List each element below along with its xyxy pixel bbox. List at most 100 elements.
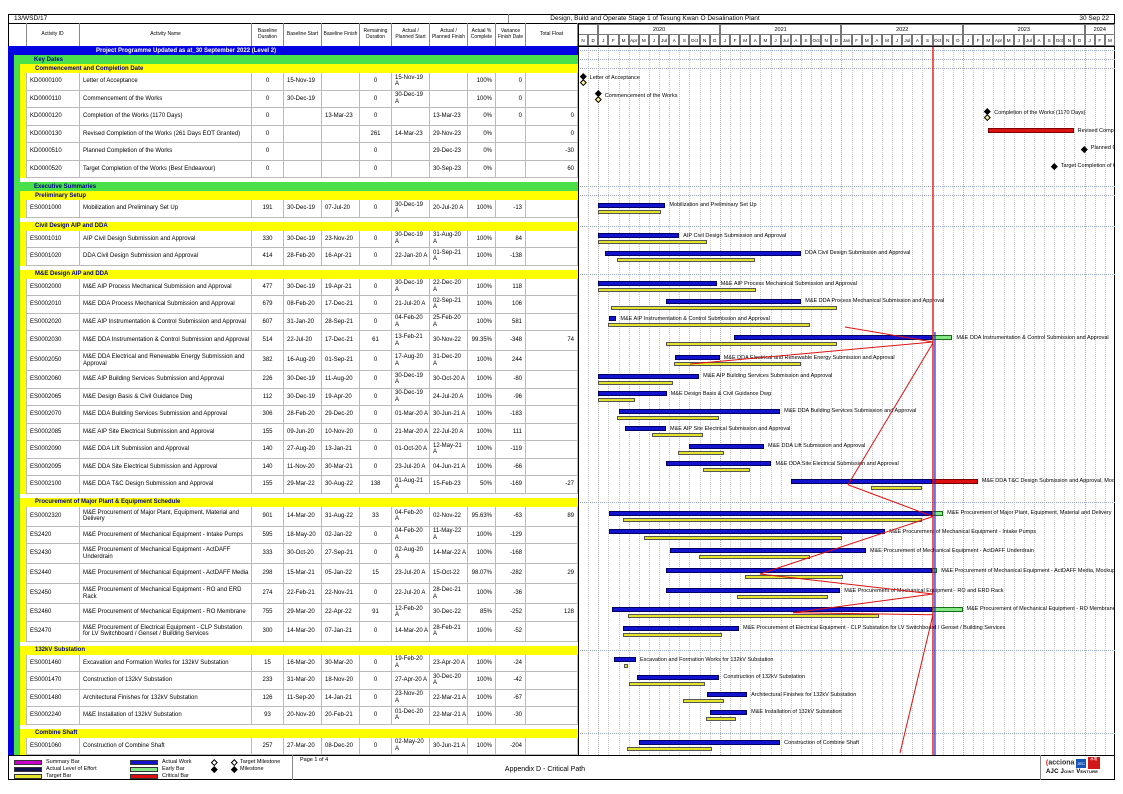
month-gridline bbox=[588, 46, 590, 755]
table-cell bbox=[526, 689, 578, 707]
gantt-bar-actual bbox=[665, 298, 802, 304]
activity-id-cell: ES0002085 bbox=[26, 423, 80, 441]
table-cell: M&E AIP Process Mechanical Submission an… bbox=[80, 278, 252, 296]
gantt-bar-actual bbox=[625, 426, 667, 432]
table-cell: 07-Jan-21 bbox=[322, 621, 360, 642]
table-cell: Target Completion of the Works (Best End… bbox=[80, 160, 252, 178]
table-cell bbox=[526, 672, 578, 690]
table-cell: 18-May-20 bbox=[284, 526, 322, 544]
legend-label: Critical Bar bbox=[162, 773, 189, 779]
gantt-bar-target bbox=[597, 288, 757, 293]
table-cell: -96 bbox=[496, 388, 526, 406]
table-cell: M&E DDA Electrical and Renewable Energy … bbox=[80, 351, 252, 371]
table-cell: 118 bbox=[496, 278, 526, 296]
gantt-bar-label: M&E Procurement of Mechanical Equipment … bbox=[844, 587, 1004, 594]
table-cell: 330 bbox=[252, 230, 284, 248]
table-cell: -63 bbox=[496, 506, 526, 527]
timeline-month: D bbox=[1074, 34, 1085, 46]
gantt-bar-label: M&E Procurement of Mechanical Equipment … bbox=[889, 528, 1037, 535]
table-cell: 0 bbox=[360, 388, 392, 406]
table-cell: 31-Aug-22 bbox=[322, 506, 360, 527]
table-cell bbox=[526, 707, 578, 725]
table-cell: -183 bbox=[496, 406, 526, 424]
wbs-strip-blue bbox=[8, 55, 14, 755]
table-cell: 02-May-20 A bbox=[392, 737, 430, 755]
table-cell: -52 bbox=[496, 621, 526, 642]
wbs-strip-green bbox=[14, 64, 20, 755]
activity-id-cell: ES0001000 bbox=[26, 200, 80, 218]
gantt-bar-label: Target Completion of the Works (Best End… bbox=[1060, 162, 1115, 169]
timeline-month: J bbox=[598, 34, 609, 46]
month-gridline bbox=[942, 46, 944, 755]
gantt-bar-label: Planned Completion of the Works bbox=[1090, 145, 1115, 152]
table-cell: 30-Oct-20 bbox=[284, 544, 322, 564]
gantt-bar-label: Completion of the Works (1170 Days) bbox=[994, 110, 1086, 117]
table-cell: M&E Design Basis & Civil Guidance Dwg bbox=[80, 388, 252, 406]
month-gridline bbox=[1044, 46, 1046, 755]
gantt-bar-target bbox=[674, 362, 801, 366]
table-cell: 01-Dec-20 A bbox=[392, 707, 430, 725]
month-gridline bbox=[1023, 46, 1025, 755]
acciona-mark-icon: ⟮ bbox=[1046, 759, 1049, 767]
gantt-bar-label: M&E DDA Process Mechanical Submission an… bbox=[805, 298, 945, 305]
timeline-month: A bbox=[1033, 34, 1045, 46]
table-cell: -252 bbox=[496, 604, 526, 622]
gantt-bar-target bbox=[871, 485, 922, 490]
table-cell: 100% bbox=[468, 371, 496, 389]
month-gridline bbox=[669, 46, 671, 755]
activity-id-cell: ES0002070 bbox=[26, 406, 80, 424]
timeline-month: J bbox=[648, 34, 660, 46]
table-cell: 30-Oct-20 A bbox=[430, 371, 468, 389]
table-cell: -138 bbox=[496, 248, 526, 266]
timeline-month: M bbox=[983, 34, 994, 46]
table-cell: 30-Sep-23 bbox=[430, 160, 468, 178]
month-gridline bbox=[1104, 46, 1106, 755]
table-cell: 514 bbox=[252, 331, 284, 351]
table-cell: 27-Aug-20 bbox=[284, 441, 322, 459]
gantt-bar-actual bbox=[674, 355, 720, 360]
table-cell: 138 bbox=[360, 476, 392, 494]
table-cell: 333 bbox=[252, 544, 284, 564]
timeline-year: 2023 bbox=[963, 24, 1085, 34]
table-cell: 0% bbox=[468, 125, 496, 143]
acciona-logo: ⟮acciona bbox=[1046, 759, 1075, 767]
table-cell: 581 bbox=[496, 313, 526, 331]
month-gridline bbox=[1033, 46, 1035, 755]
table-cell: 100% bbox=[468, 423, 496, 441]
table-cell: 22-Feb-21 bbox=[284, 584, 322, 604]
table-cell bbox=[284, 160, 322, 178]
timeline-month: Oct bbox=[689, 34, 700, 46]
table-cell: 0 bbox=[360, 351, 392, 371]
table-cell bbox=[526, 296, 578, 314]
timeline-month: M bbox=[1104, 34, 1115, 46]
month-gridline bbox=[709, 46, 711, 755]
table-cell: 28-Feb-20 bbox=[284, 248, 322, 266]
table-cell: M&E Procurement of Mechanical Equipment … bbox=[80, 604, 252, 622]
section-band: Executive Summaries bbox=[14, 182, 578, 191]
table-cell: M&E DDA Site Electrical Submission and A… bbox=[80, 458, 252, 476]
legend-label: Actual Level of Effort bbox=[46, 766, 97, 772]
table-cell: 22-Jul-20 A bbox=[430, 423, 468, 441]
timeline-month: J bbox=[1013, 34, 1024, 46]
timeline-month: Apr bbox=[628, 34, 639, 46]
table-cell: 27-Apr-20 A bbox=[392, 672, 430, 690]
table-cell: 19-Feb-20 A bbox=[392, 654, 430, 672]
timeline-month: Oct bbox=[811, 34, 822, 46]
gantt-bar-early bbox=[932, 510, 944, 516]
month-gridline bbox=[740, 46, 742, 755]
month-gridline bbox=[770, 46, 772, 755]
table-cell: Construction of Combine Shaft bbox=[80, 737, 252, 755]
table-cell: 31-Dec-20 A bbox=[430, 351, 468, 371]
table-cell: 112 bbox=[252, 388, 284, 406]
table-cell: 300 bbox=[252, 621, 284, 642]
table-cell: 0 bbox=[360, 423, 392, 441]
table-cell: 100% bbox=[468, 707, 496, 725]
table-cell: Planned Completion of the Works bbox=[80, 143, 252, 161]
table-cell: 30-Dec-19 bbox=[284, 90, 322, 108]
column-header: Baseline Finish bbox=[322, 23, 360, 46]
table-cell: -169 bbox=[496, 476, 526, 494]
timeline-month: N bbox=[578, 34, 589, 46]
table-cell: 99.35% bbox=[468, 331, 496, 351]
jv-partner-logo: 水電 bbox=[1087, 757, 1100, 769]
table-cell: 15-Nov-19 bbox=[284, 73, 322, 91]
